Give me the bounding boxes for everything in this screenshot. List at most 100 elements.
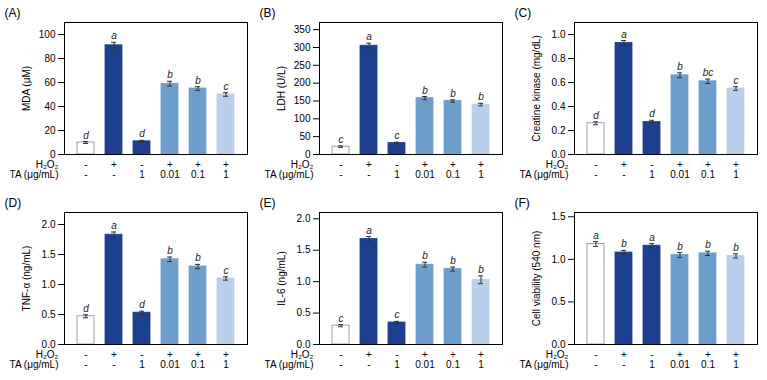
svg-text:--: -- (594, 159, 597, 180)
svg-text:H₂O₂TA (μg/mL): H₂O₂TA (μg/mL) (520, 349, 569, 370)
svg-text:b: b (478, 91, 484, 102)
svg-text:1.0: 1.0 (297, 276, 311, 287)
svg-text:+0.1: +0.1 (701, 349, 715, 370)
svg-text:(C): (C) (515, 6, 532, 20)
svg-text:H₂O₂TA (μg/mL): H₂O₂TA (μg/mL) (520, 159, 569, 180)
svg-text:c: c (224, 81, 229, 92)
svg-text:+0.1: +0.1 (446, 349, 460, 370)
svg-text:0.2: 0.2 (552, 125, 566, 136)
svg-text:c: c (395, 309, 400, 320)
svg-text:-1: -1 (139, 159, 145, 180)
svg-text:b: b (733, 242, 739, 253)
svg-text:+1: +1 (223, 159, 229, 180)
svg-text:a: a (111, 220, 117, 231)
svg-text:+0.1: +0.1 (446, 159, 460, 180)
svg-text:+-: +- (111, 349, 117, 370)
svg-text:100: 100 (39, 29, 56, 40)
svg-text:b: b (422, 250, 428, 261)
svg-text:2.0: 2.0 (42, 219, 56, 230)
svg-text:+1: +1 (733, 349, 739, 370)
svg-text:d: d (649, 108, 655, 119)
svg-text:a: a (593, 230, 599, 241)
svg-text:+1: +1 (733, 159, 739, 180)
svg-text:150: 150 (294, 95, 311, 106)
svg-text:a: a (366, 225, 372, 236)
svg-text:+0.01: +0.01 (415, 159, 435, 180)
svg-text:2.0: 2.0 (297, 213, 311, 224)
svg-text:b: b (167, 245, 173, 256)
svg-text:0.8: 0.8 (552, 53, 566, 64)
svg-text:+0.01: +0.01 (670, 349, 690, 370)
svg-text:b: b (478, 264, 484, 275)
svg-text:0.5: 0.5 (42, 309, 56, 320)
svg-text:a: a (621, 29, 627, 40)
svg-text:H₂O₂TA (μg/mL): H₂O₂TA (μg/mL) (265, 349, 314, 370)
svg-text:-1: -1 (394, 159, 400, 180)
svg-text:d: d (83, 130, 89, 141)
svg-text:+0.01: +0.01 (160, 159, 180, 180)
svg-text:(F): (F) (515, 196, 530, 210)
svg-text:b: b (705, 239, 711, 250)
svg-text:c: c (395, 130, 400, 141)
svg-text:MDA (μM): MDA (μM) (21, 66, 32, 111)
svg-text:--: -- (84, 349, 87, 370)
svg-text:b: b (195, 252, 201, 263)
svg-text:1.0: 1.0 (42, 279, 56, 290)
svg-text:200: 200 (294, 77, 311, 88)
svg-text:b: b (677, 241, 683, 252)
svg-text:(D): (D) (5, 196, 22, 210)
svg-text:60: 60 (44, 77, 56, 88)
svg-text:--: -- (594, 349, 597, 370)
svg-text:d: d (83, 303, 89, 314)
svg-text:TNF-α (ng/mL): TNF-α (ng/mL) (21, 246, 32, 312)
svg-text:50: 50 (299, 131, 311, 142)
svg-text:-1: -1 (139, 349, 145, 370)
svg-text:b: b (195, 75, 201, 86)
svg-text:(A): (A) (5, 6, 21, 20)
svg-text:b: b (422, 85, 428, 96)
svg-text:b: b (677, 61, 683, 72)
svg-text:+0.1: +0.1 (701, 159, 715, 180)
svg-text:bc: bc (703, 67, 714, 78)
svg-text:H₂O₂TA (μg/mL): H₂O₂TA (μg/mL) (265, 159, 314, 180)
svg-text:c: c (734, 75, 739, 86)
svg-text:20: 20 (44, 125, 56, 136)
svg-text:c: c (339, 313, 344, 324)
svg-text:(B): (B) (260, 6, 276, 20)
svg-text:+0.01: +0.01 (415, 349, 435, 370)
svg-text:0.6: 0.6 (552, 77, 566, 88)
svg-text:+0.01: +0.01 (160, 349, 180, 370)
svg-text:c: c (224, 265, 229, 276)
svg-text:1.0: 1.0 (552, 254, 566, 265)
svg-text:0.4: 0.4 (552, 101, 566, 112)
svg-text:b: b (167, 69, 173, 80)
svg-text:1.5: 1.5 (552, 211, 566, 222)
svg-text:1.5: 1.5 (42, 249, 56, 260)
svg-text:--: -- (84, 159, 87, 180)
svg-text:Cell viability (540 nm): Cell viability (540 nm) (531, 231, 542, 327)
svg-text:1.5: 1.5 (297, 244, 311, 255)
svg-text:+-: +- (621, 349, 627, 370)
svg-text:+1: +1 (478, 349, 484, 370)
svg-text:+-: +- (621, 159, 627, 180)
svg-text:d: d (139, 299, 145, 310)
svg-text:-1: -1 (649, 159, 655, 180)
svg-text:b: b (621, 238, 627, 249)
svg-text:c: c (339, 134, 344, 145)
svg-text:350: 350 (294, 24, 311, 35)
svg-text:-1: -1 (394, 349, 400, 370)
svg-text:b: b (450, 88, 456, 99)
svg-text:--: -- (339, 349, 342, 370)
svg-text:+-: +- (366, 159, 372, 180)
svg-text:IL-6 (ng/mL): IL-6 (ng/mL) (276, 251, 287, 305)
svg-text:Creatine kinase (mg/dL): Creatine kinase (mg/dL) (531, 35, 542, 142)
svg-text:+0.1: +0.1 (191, 349, 205, 370)
svg-text:300: 300 (294, 42, 311, 53)
svg-text:-1: -1 (649, 349, 655, 370)
svg-text:40: 40 (44, 101, 56, 112)
svg-text:+0.01: +0.01 (670, 159, 690, 180)
svg-text:a: a (649, 232, 655, 243)
svg-text:d: d (593, 110, 599, 121)
svg-text:b: b (450, 255, 456, 266)
svg-text:80: 80 (44, 53, 56, 64)
